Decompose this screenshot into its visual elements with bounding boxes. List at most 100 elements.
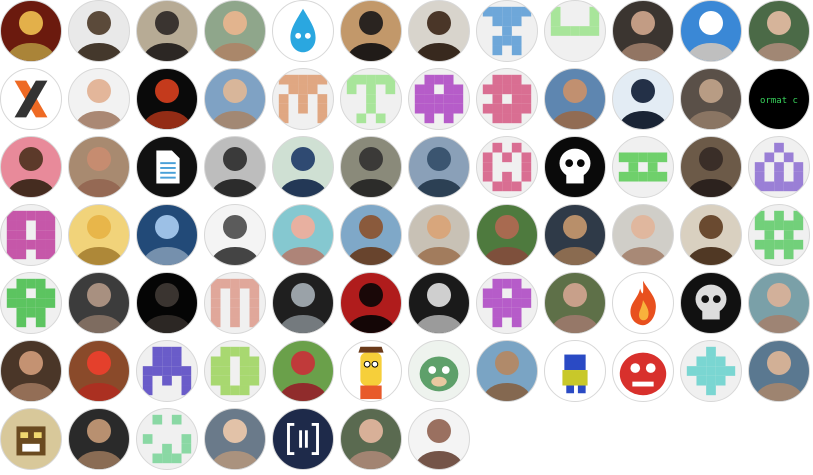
cartoon-face-icon[interactable] [340,340,402,402]
contributor-avatar[interactable] [136,68,198,130]
avatar-silhouette-head [87,214,111,239]
avatar-silhouette-body [143,43,191,61]
contributor-avatar[interactable] [612,136,674,198]
avatar-silhouette-body [755,383,803,401]
contributor-avatar[interactable] [748,136,810,198]
contributor-avatar[interactable] [68,340,130,402]
avatar-silhouette-body [7,43,55,61]
contributor-avatar[interactable] [340,136,402,198]
avatar-silhouette-body [75,451,123,469]
flame-icon[interactable] [612,272,674,334]
contributor-avatar[interactable] [612,204,674,266]
contributor-avatar[interactable] [680,340,742,402]
contributor-avatar[interactable] [748,272,810,334]
x-logo-icon[interactable] [0,68,62,130]
contributor-avatar[interactable] [408,204,470,266]
contributor-avatar[interactable] [68,136,130,198]
contributor-avatar[interactable] [340,0,402,62]
contributor-avatar[interactable] [748,204,810,266]
contributor-avatar[interactable] [612,68,674,130]
avatar-silhouette-body [619,111,667,129]
contributor-avatar[interactable] [476,136,538,198]
avatar-silhouette-body [279,247,327,265]
contributor-avatar[interactable] [0,340,62,402]
contributor-avatar[interactable] [136,340,198,402]
avatar-silhouette-head [87,146,111,171]
contributor-avatar[interactable] [680,0,742,62]
contributor-avatar[interactable] [408,68,470,130]
contributor-avatar[interactable] [136,272,198,334]
avatar-silhouette-body [75,247,123,265]
avatar-silhouette-head [767,10,791,35]
contributor-avatar[interactable] [476,68,538,130]
contributor-avatar[interactable] [68,0,130,62]
contributor-avatar[interactable] [680,136,742,198]
contributor-avatar[interactable] [340,272,402,334]
contributor-avatar[interactable] [476,204,538,266]
contributor-avatar[interactable] [204,68,266,130]
contributor-avatar[interactable] [340,204,402,266]
contributor-avatar[interactable] [68,272,130,334]
identicon [346,74,396,124]
contributor-avatar[interactable] [612,0,674,62]
contributor-avatar[interactable] [544,272,606,334]
contributor-avatar[interactable] [0,272,62,334]
contributor-avatar[interactable] [272,204,334,266]
skull-icon[interactable] [544,136,606,198]
contributor-avatar[interactable] [68,204,130,266]
contributor-avatar[interactable] [0,136,62,198]
contributor-avatar[interactable] [408,0,470,62]
contributor-avatar[interactable] [408,408,470,470]
avatar-silhouette-head [699,146,723,171]
avatar-silhouette-body [687,43,735,61]
contributor-avatar[interactable] [476,272,538,334]
mascot-icon[interactable] [408,340,470,402]
contributor-avatar[interactable] [0,204,62,266]
contributor-avatar[interactable] [340,408,402,470]
contributor-avatar[interactable] [204,408,266,470]
contributor-avatar[interactable] [544,68,606,130]
document-icon[interactable] [136,136,198,198]
avatar-silhouette-head [223,214,247,239]
contributor-avatar[interactable] [680,68,742,130]
avatar-silhouette-head [87,10,111,35]
avatar-silhouette-body [687,247,735,265]
contributor-avatar[interactable] [340,68,402,130]
contributor-avatar[interactable] [748,0,810,62]
contributor-avatar[interactable] [476,340,538,402]
skull-icon[interactable] [680,272,742,334]
contributor-avatar[interactable] [748,340,810,402]
contributor-avatar[interactable] [204,272,266,334]
contributor-avatar[interactable] [476,0,538,62]
contributor-avatar[interactable] [136,408,198,470]
contributor-avatar[interactable] [408,272,470,334]
avatar-silhouette-body [347,451,395,469]
contributor-avatar[interactable] [68,68,130,130]
contributor-avatar[interactable] [272,136,334,198]
avatar-silhouette-head [563,214,587,239]
contributor-avatar[interactable] [204,136,266,198]
contributor-avatar[interactable] [680,204,742,266]
contributor-avatar[interactable] [544,204,606,266]
contributor-avatar[interactable] [136,0,198,62]
contributor-avatar[interactable] [0,0,62,62]
contributor-avatar[interactable] [136,204,198,266]
contributor-avatar[interactable]: ormat c [748,68,810,130]
contributor-avatar[interactable] [204,204,266,266]
avatar-silhouette-body [211,43,259,61]
contributor-avatar[interactable] [272,340,334,402]
contributor-avatar[interactable] [272,272,334,334]
contributor-avatar[interactable] [544,0,606,62]
water-drop-icon[interactable] [272,0,334,62]
red-monster-icon[interactable] [612,340,674,402]
pixel-character-icon[interactable] [0,408,62,470]
contributor-avatar[interactable] [204,0,266,62]
contributor-avatar[interactable] [204,340,266,402]
pixel-robot-icon[interactable] [544,340,606,402]
contributor-avatar[interactable] [272,68,334,130]
brackets-logo-icon[interactable] [272,408,334,470]
avatar-silhouette-head [495,214,519,239]
contributor-avatar[interactable] [408,136,470,198]
contributor-avatar[interactable] [68,408,130,470]
identicon [278,74,328,124]
